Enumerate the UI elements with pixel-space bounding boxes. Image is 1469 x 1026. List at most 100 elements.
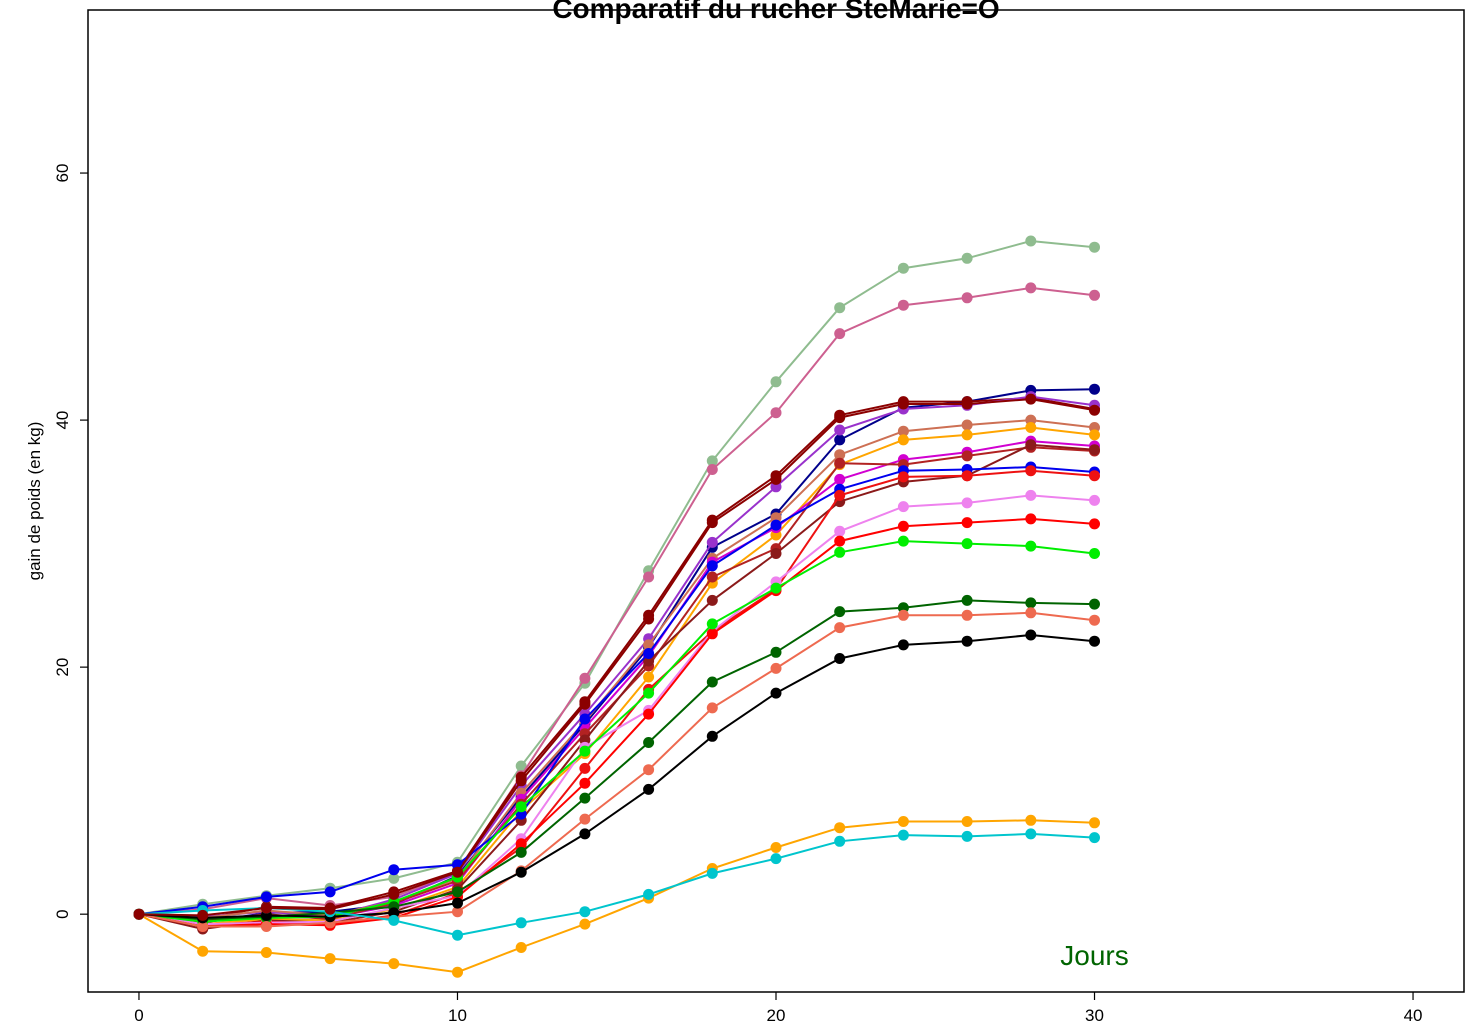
annotation-group: Jours bbox=[1060, 940, 1128, 971]
data-point bbox=[643, 687, 655, 699]
data-point bbox=[643, 737, 655, 748]
data-point bbox=[961, 398, 973, 410]
x-tick-label: 0 bbox=[134, 1006, 143, 1025]
data-point bbox=[1089, 518, 1100, 530]
data-point bbox=[1089, 494, 1100, 506]
data-point bbox=[897, 535, 909, 547]
data-point bbox=[706, 517, 718, 529]
data-point bbox=[452, 886, 463, 898]
y-axis-ticks: 0 20 40 60 bbox=[53, 164, 88, 919]
series-15 bbox=[133, 535, 1100, 928]
annotation-jours: Jours bbox=[1060, 940, 1128, 971]
data-point bbox=[515, 760, 527, 772]
data-point bbox=[260, 947, 272, 958]
data-point bbox=[834, 622, 846, 634]
data-point bbox=[643, 613, 655, 625]
data-point bbox=[706, 618, 718, 630]
data-point bbox=[961, 450, 973, 462]
data-point bbox=[452, 966, 463, 978]
data-point bbox=[579, 745, 591, 757]
data-point bbox=[706, 702, 718, 714]
series-line bbox=[138, 239, 1095, 916]
data-point bbox=[770, 687, 782, 699]
data-point bbox=[579, 762, 591, 774]
data-point bbox=[834, 535, 846, 547]
data-point bbox=[1025, 489, 1037, 501]
data-point bbox=[961, 538, 973, 550]
data-point bbox=[1089, 241, 1100, 253]
data-point bbox=[579, 828, 591, 840]
series-21 bbox=[133, 393, 1100, 921]
series-5 bbox=[133, 391, 1100, 923]
data-point bbox=[834, 606, 846, 618]
data-point bbox=[897, 262, 909, 274]
data-point bbox=[770, 376, 782, 388]
y-tick-label: 0 bbox=[53, 909, 72, 918]
series-8 bbox=[133, 435, 1100, 926]
data-point bbox=[515, 801, 527, 813]
data-point bbox=[1025, 235, 1037, 247]
data-point bbox=[770, 853, 782, 865]
data-point bbox=[388, 914, 400, 926]
data-point bbox=[834, 546, 846, 558]
series-line bbox=[138, 469, 1095, 927]
y-tick-label: 60 bbox=[53, 164, 72, 183]
data-point bbox=[961, 609, 973, 621]
data-point bbox=[961, 497, 973, 509]
data-point bbox=[324, 903, 336, 915]
data-point bbox=[324, 886, 336, 898]
data-point bbox=[770, 646, 782, 658]
data-point bbox=[897, 398, 909, 410]
data-point bbox=[579, 918, 591, 930]
data-point bbox=[643, 648, 655, 659]
data-point bbox=[515, 942, 527, 953]
data-point bbox=[579, 713, 591, 725]
data-point bbox=[388, 864, 400, 876]
data-point bbox=[897, 501, 909, 513]
data-point bbox=[706, 571, 718, 583]
data-point bbox=[706, 536, 718, 548]
data-point bbox=[1089, 289, 1100, 301]
series-3 bbox=[133, 383, 1100, 929]
data-point bbox=[834, 473, 846, 485]
data-point bbox=[1089, 444, 1100, 456]
data-point bbox=[452, 897, 463, 909]
title-group: Comparatif du rucher SteMarie=O bbox=[552, 0, 999, 24]
series-group bbox=[133, 235, 1100, 978]
data-point bbox=[706, 628, 718, 640]
series-line bbox=[138, 398, 1095, 917]
y-tick-label: 40 bbox=[53, 411, 72, 430]
data-point bbox=[834, 835, 846, 847]
data-point bbox=[834, 412, 846, 424]
data-point bbox=[643, 888, 655, 900]
data-point bbox=[1025, 393, 1037, 405]
series-line bbox=[138, 440, 1095, 922]
data-point bbox=[897, 299, 909, 311]
data-point bbox=[834, 328, 846, 340]
data-point bbox=[961, 635, 973, 647]
data-point bbox=[1025, 465, 1037, 477]
data-point bbox=[770, 548, 782, 559]
series-line bbox=[138, 832, 1095, 937]
x-tick-label: 10 bbox=[448, 1006, 467, 1025]
series-16 bbox=[133, 594, 1100, 925]
series-6 bbox=[133, 414, 1100, 924]
data-point bbox=[579, 698, 591, 710]
data-point bbox=[834, 302, 846, 314]
data-point bbox=[260, 921, 272, 932]
data-point bbox=[260, 891, 272, 903]
data-point bbox=[579, 813, 591, 825]
data-point bbox=[515, 866, 527, 878]
data-point bbox=[706, 676, 718, 688]
data-point bbox=[961, 816, 973, 827]
data-point bbox=[1089, 429, 1100, 441]
data-point bbox=[961, 594, 973, 606]
data-point bbox=[643, 639, 655, 651]
series-line bbox=[138, 540, 1095, 923]
data-point bbox=[324, 953, 336, 965]
data-point bbox=[770, 407, 782, 419]
data-point bbox=[1025, 282, 1037, 294]
series-line bbox=[138, 286, 1095, 916]
series-4 bbox=[133, 392, 1100, 925]
